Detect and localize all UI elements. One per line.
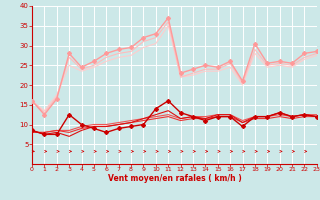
X-axis label: Vent moyen/en rafales ( km/h ): Vent moyen/en rafales ( km/h ) xyxy=(108,174,241,183)
